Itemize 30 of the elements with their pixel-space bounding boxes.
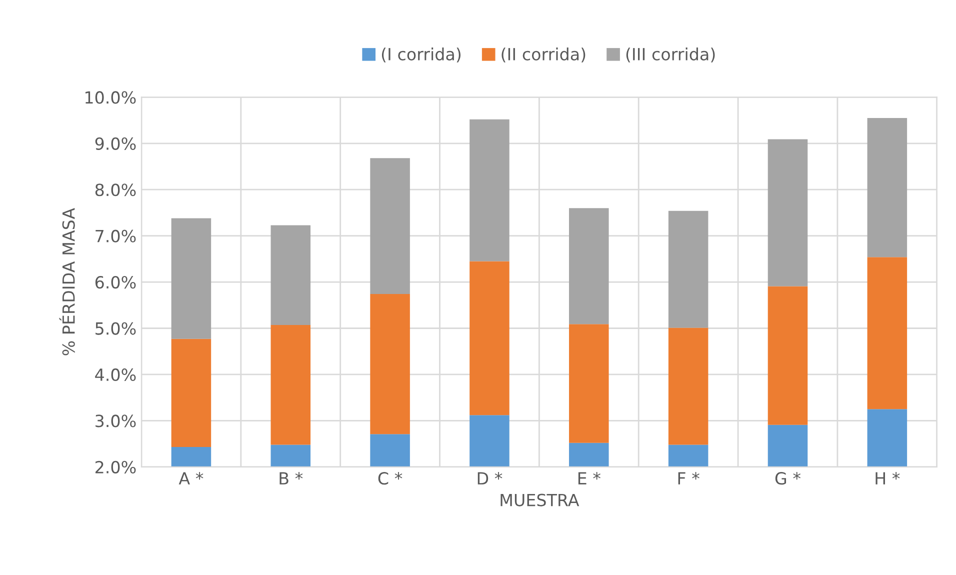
bar	[171, 218, 212, 339]
y-tick-label: 4.0%	[95, 368, 136, 382]
bar	[867, 118, 908, 258]
y-tick-label: 8.0%	[95, 184, 136, 196]
bar	[768, 139, 808, 286]
x-tick-label: C *	[378, 472, 402, 485]
bar	[470, 119, 510, 262]
y-tick-label: 5.0%	[96, 322, 136, 335]
legend-label: (III corrida)	[626, 48, 715, 62]
x-tick-label: B *	[280, 472, 303, 484]
y-tick-label: 9.0%	[95, 137, 136, 150]
legend-label: (II corrida)	[502, 48, 586, 62]
x-axis-title: MUESTRA	[500, 494, 580, 506]
x-tick-label: A *	[178, 472, 204, 484]
x-tick-label: E *	[578, 472, 600, 484]
bar	[270, 225, 311, 326]
legend-label: (I corrida)	[382, 48, 460, 62]
x-tick-label: G *	[775, 472, 801, 485]
bar	[569, 208, 609, 324]
x-tick-label: H *	[876, 472, 900, 484]
y-axis-title: % PÉRDIDA MASA	[59, 208, 75, 356]
y-tick-label: 7.0%	[96, 230, 136, 242]
bar	[668, 210, 708, 328]
x-tick-label: F *	[678, 472, 700, 484]
bar	[370, 158, 410, 294]
y-tick-label: 6.0%	[95, 276, 136, 289]
y-tick-label: 2.0%	[96, 460, 136, 474]
x-tick-label: D *	[478, 472, 502, 484]
y-tick-label: 3.0%	[96, 414, 136, 428]
y-tick-label: 10.0%	[86, 91, 136, 104]
